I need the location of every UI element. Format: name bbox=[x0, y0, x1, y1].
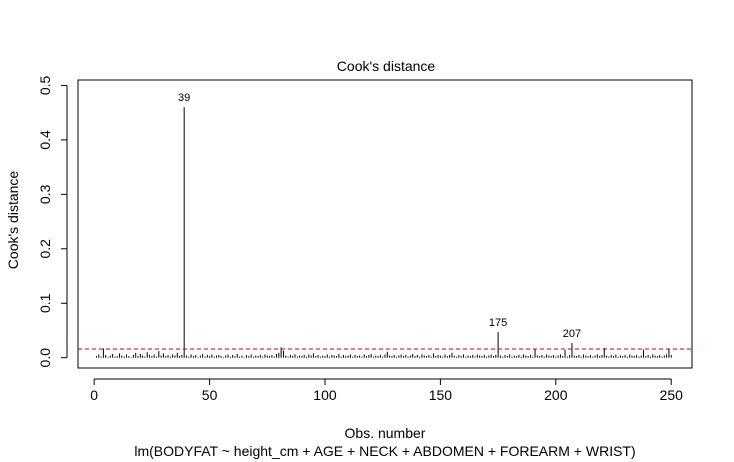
y-tick-label: 0.2 bbox=[37, 239, 53, 259]
y-axis-label: Cook's distance bbox=[5, 171, 21, 270]
y-tick-label: 0.4 bbox=[37, 130, 53, 150]
y-tick-label: 0.5 bbox=[37, 76, 53, 96]
x-tick-label: 50 bbox=[202, 387, 218, 403]
chart-title: Cook's distance bbox=[337, 58, 436, 74]
x-tick-label: 0 bbox=[90, 387, 98, 403]
outlier-label: 175 bbox=[489, 317, 507, 329]
x-axis-label: Obs. number bbox=[345, 425, 426, 441]
y-tick-label: 0.1 bbox=[37, 293, 53, 313]
plot-frame bbox=[77, 79, 693, 369]
point-labels: 39 175 207 bbox=[178, 92, 581, 340]
outlier-label: 207 bbox=[563, 328, 581, 340]
x-tick-label: 100 bbox=[313, 387, 337, 403]
outlier-label: 39 bbox=[178, 92, 190, 104]
x-axis: 0 50 100 150 200 250 bbox=[90, 378, 684, 403]
model-formula: lm(BODYFAT ~ height_cm + AGE + NECK + AB… bbox=[134, 443, 635, 459]
x-tick-label: 250 bbox=[660, 387, 684, 403]
y-axis: 0.0 0.1 0.2 0.3 0.4 0.5 bbox=[37, 76, 68, 368]
bars-group bbox=[95, 107, 672, 358]
y-tick-label: 0.0 bbox=[37, 348, 53, 368]
x-tick-label: 150 bbox=[429, 387, 453, 403]
x-tick-label: 200 bbox=[544, 387, 568, 403]
y-tick-label: 0.3 bbox=[37, 184, 53, 204]
